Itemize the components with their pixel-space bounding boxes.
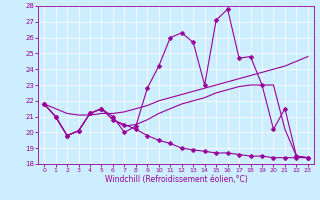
X-axis label: Windchill (Refroidissement éolien,°C): Windchill (Refroidissement éolien,°C) — [105, 175, 247, 184]
